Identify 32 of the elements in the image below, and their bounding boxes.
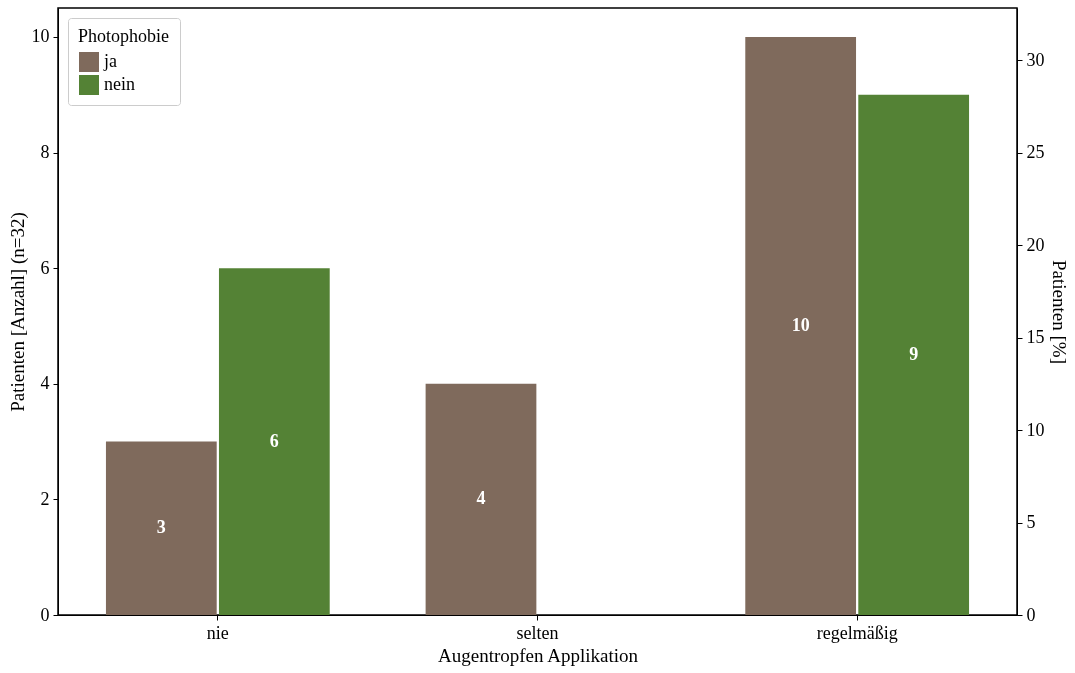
bar — [105, 441, 217, 615]
x-axis-title: Augentropfen Applikation — [438, 644, 639, 666]
y-tick-label: 6 — [40, 257, 50, 278]
y2-tick-label: 25 — [1026, 142, 1045, 163]
data-label: 4 — [476, 488, 486, 509]
legend-title: Photophobie — [78, 26, 170, 46]
y-tick-label: 8 — [40, 142, 50, 163]
bar — [745, 36, 857, 615]
y-tick-label: 4 — [40, 373, 50, 394]
y2-tick-label: 5 — [1026, 512, 1036, 532]
legend-label: ja — [103, 51, 117, 71]
y2-tick-label: 15 — [1026, 327, 1045, 348]
x-tick-label: nie — [206, 622, 229, 643]
y2-tick-label: 20 — [1026, 234, 1045, 255]
data-label: 3 — [156, 517, 166, 538]
legend-label: nein — [104, 74, 135, 94]
y-axis-title: Patienten [Anzahl] (n=32) — [6, 212, 29, 412]
y-tick-label: 0 — [40, 604, 50, 625]
y-tick-label: 10 — [31, 26, 50, 47]
y-tick-label: 2 — [40, 488, 50, 509]
data-label: 10 — [791, 314, 810, 335]
y2-tick-label: 30 — [1026, 49, 1045, 70]
y2-tick-label: 10 — [1026, 419, 1045, 440]
bar — [425, 383, 537, 615]
data-label: 9 — [909, 343, 919, 364]
bar — [218, 268, 330, 615]
x-tick-label: selten — [516, 622, 559, 643]
y2-axis-title: Patienten [%] — [1048, 260, 1070, 364]
data-label: 6 — [269, 430, 279, 451]
y2-tick-label: 0 — [1026, 604, 1036, 625]
bar — [858, 94, 970, 615]
x-tick-label: regelmäßig — [816, 622, 898, 643]
